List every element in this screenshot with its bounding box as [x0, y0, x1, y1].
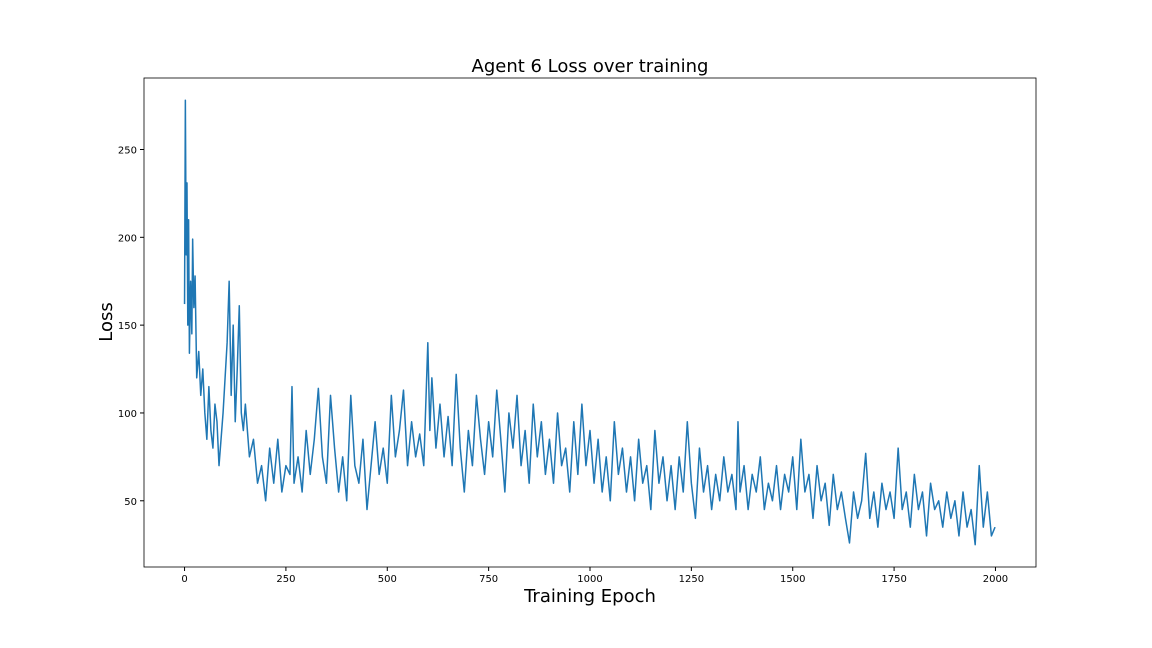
- x-tick-label: 1250: [679, 574, 704, 585]
- x-tick-label: 1750: [881, 574, 906, 585]
- x-tick-label: 1000: [577, 574, 602, 585]
- x-tick-label: 750: [479, 574, 498, 585]
- y-tick-label: 250: [118, 145, 137, 156]
- x-tick-label: 0: [181, 574, 187, 585]
- y-tick-label: 150: [118, 321, 137, 332]
- x-tick-label: 250: [276, 574, 295, 585]
- x-tick-label: 500: [378, 574, 397, 585]
- y-tick-label: 100: [118, 409, 137, 420]
- x-tick-label: 1500: [780, 574, 805, 585]
- y-tick-label: 200: [118, 233, 137, 244]
- loss-line: [183, 99, 996, 546]
- y-tick-label: 50: [124, 497, 137, 508]
- x-tick-label: 2000: [983, 574, 1008, 585]
- plot-frame: [143, 77, 1037, 568]
- y-axis-label: Loss: [96, 302, 117, 341]
- x-axis-label: Training Epoch: [523, 586, 656, 607]
- chart-title: Agent 6 Loss over training: [472, 56, 709, 77]
